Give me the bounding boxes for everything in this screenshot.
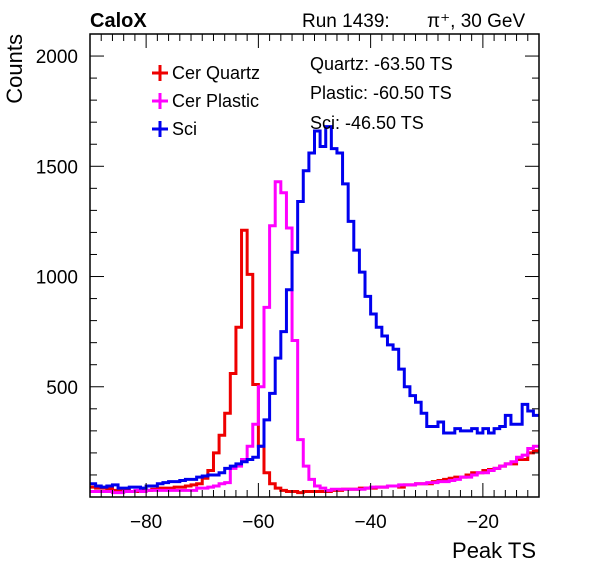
plot-series xyxy=(90,125,539,495)
x-tick-label: −20 xyxy=(467,512,499,533)
tick-labels: −80 −60 −40 −20 500 1000 1500 2000 xyxy=(36,47,499,533)
y-tick-label: 1000 xyxy=(36,268,78,289)
legend-label: Cer Plastic xyxy=(172,91,259,111)
plot-frame xyxy=(89,33,540,498)
y-tick-label: 1500 xyxy=(36,157,78,178)
x-tick-label: −60 xyxy=(242,512,274,533)
peak-annotation: Plastic: -60.50 TS xyxy=(310,83,452,103)
peak-annotation: Sci: -46.50 TS xyxy=(310,113,424,133)
legend-label: Cer Quartz xyxy=(172,63,260,83)
run-label: Run 1439: xyxy=(302,11,390,32)
y-tick-label: 500 xyxy=(46,378,78,399)
x-axis-title: Peak TS xyxy=(452,538,536,563)
x-tick-label: −40 xyxy=(355,512,387,533)
y-tick-label: 2000 xyxy=(36,47,78,68)
y-axis-title: Counts xyxy=(2,34,27,104)
series-line-2 xyxy=(90,125,539,490)
legend: Cer Quartz Cer Plastic Sci xyxy=(152,63,260,139)
experiment-label: CaloX xyxy=(90,10,147,32)
series-line-1 xyxy=(90,180,539,495)
annotations: Quartz: -63.50 TS Plastic: -60.50 TS Sci: … xyxy=(310,54,453,133)
peak-annotation: Quartz: -63.50 TS xyxy=(310,54,453,74)
particle-label: π⁺, 30 GeV xyxy=(427,11,525,32)
x-tick-label: −80 xyxy=(130,512,162,533)
legend-label: Sci xyxy=(172,119,197,139)
series-line-0 xyxy=(90,228,539,495)
